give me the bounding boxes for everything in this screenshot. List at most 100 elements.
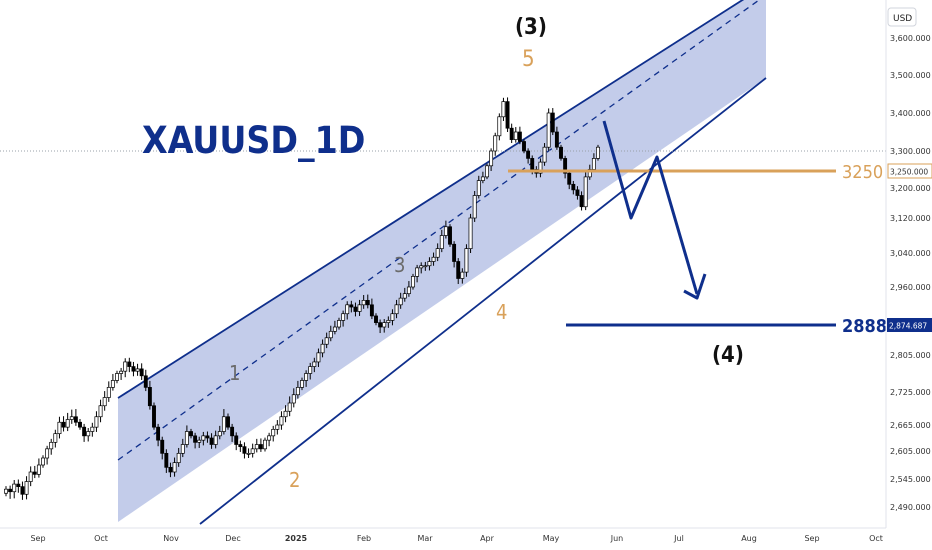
candle <box>209 433 214 449</box>
time-tick-12: Sep <box>804 534 819 543</box>
time-tick-5: Feb <box>357 534 371 543</box>
candle <box>489 148 494 171</box>
price-tick-1: 3,500.000 <box>890 71 931 80</box>
candle <box>291 388 296 408</box>
candle <box>279 411 284 430</box>
wave-label-major-3: (3) <box>515 15 547 40</box>
candle <box>152 402 156 430</box>
wave-label-3: 3 <box>394 253 405 277</box>
time-tick-8: May <box>543 534 560 543</box>
candle <box>394 299 399 319</box>
candle <box>308 362 313 380</box>
time-tick-2: Nov <box>163 534 179 543</box>
wave-label-4: 4 <box>496 300 507 324</box>
level-2888-label: 2888 <box>842 316 887 337</box>
candle <box>201 431 206 446</box>
wave-label-major-4: (4) <box>712 343 744 368</box>
time-tick-4: 2025 <box>285 534 308 543</box>
level-3250-label: 3250 <box>842 162 883 183</box>
candle <box>513 127 518 143</box>
candle <box>53 429 58 448</box>
candle <box>242 442 247 459</box>
candle <box>460 268 465 284</box>
candle <box>320 339 325 358</box>
candle <box>353 302 358 317</box>
candle <box>452 241 457 268</box>
time-axis-ticks: Sep Oct Nov Dec 2025 Feb Mar Apr May Jun Jul Aug Sep… <box>30 534 882 543</box>
candle <box>49 438 54 455</box>
wave-label-2: 2 <box>289 468 300 492</box>
candle <box>32 465 37 479</box>
candle <box>415 264 420 283</box>
wave-label-5: 5 <box>522 47 535 72</box>
candle <box>36 458 41 478</box>
arrow-head <box>683 273 707 300</box>
candle <box>349 300 354 313</box>
candle <box>522 139 526 154</box>
candle <box>28 466 33 487</box>
target-price-badge <box>887 318 932 332</box>
candle <box>427 257 432 271</box>
candle <box>365 294 370 309</box>
candle <box>45 445 50 465</box>
candle <box>246 448 251 458</box>
candle <box>542 143 547 166</box>
candle <box>127 357 132 373</box>
candle <box>456 258 461 285</box>
candle <box>431 252 436 266</box>
candle <box>230 423 235 442</box>
candle <box>24 476 29 500</box>
candle <box>312 357 317 373</box>
current-price-badge <box>887 163 932 179</box>
candle <box>172 457 177 477</box>
candle <box>406 281 411 297</box>
target-price-text: 2,874.687 <box>889 322 927 331</box>
candle <box>505 97 510 132</box>
time-tick-6: Mar <box>417 534 433 543</box>
candle <box>485 163 489 180</box>
candle <box>250 443 255 458</box>
candle <box>328 325 333 342</box>
candle <box>238 440 243 452</box>
candle <box>164 449 169 473</box>
candle <box>480 171 485 184</box>
candle <box>554 126 559 150</box>
time-tick-7: Apr <box>480 534 495 543</box>
candle <box>168 462 173 478</box>
candle <box>559 144 563 161</box>
candle <box>390 309 395 326</box>
candle <box>567 170 572 190</box>
candle <box>443 220 448 239</box>
candle <box>131 361 136 377</box>
candle <box>197 436 202 448</box>
candle <box>324 332 329 349</box>
candle <box>583 172 588 211</box>
candle <box>509 123 514 144</box>
candle <box>20 481 25 500</box>
candle <box>361 295 366 309</box>
candle <box>119 367 124 380</box>
candle <box>287 396 292 417</box>
candle <box>86 428 91 442</box>
candle <box>221 409 226 435</box>
candle <box>184 425 189 448</box>
wave-label-1: 1 <box>229 361 240 385</box>
candle <box>78 418 82 430</box>
price-tick-4: 3,200.000 <box>890 184 931 193</box>
candle <box>69 409 74 424</box>
time-tick-9: Jun <box>610 534 624 543</box>
candle <box>267 432 272 447</box>
candle <box>90 422 95 437</box>
candle <box>258 438 263 452</box>
price-axis-ticks: 3,600.000 3,500.000 3,400.000 3,300.000 3,20… <box>890 34 931 512</box>
candle <box>213 430 218 449</box>
candle <box>143 369 148 392</box>
candle <box>16 479 21 493</box>
candle <box>571 180 576 195</box>
price-tick-10: 2,725.000 <box>890 388 931 397</box>
candle <box>419 262 424 274</box>
price-tick-6: 3,040.000 <box>890 249 931 258</box>
candle <box>275 420 280 435</box>
candle <box>546 108 551 151</box>
